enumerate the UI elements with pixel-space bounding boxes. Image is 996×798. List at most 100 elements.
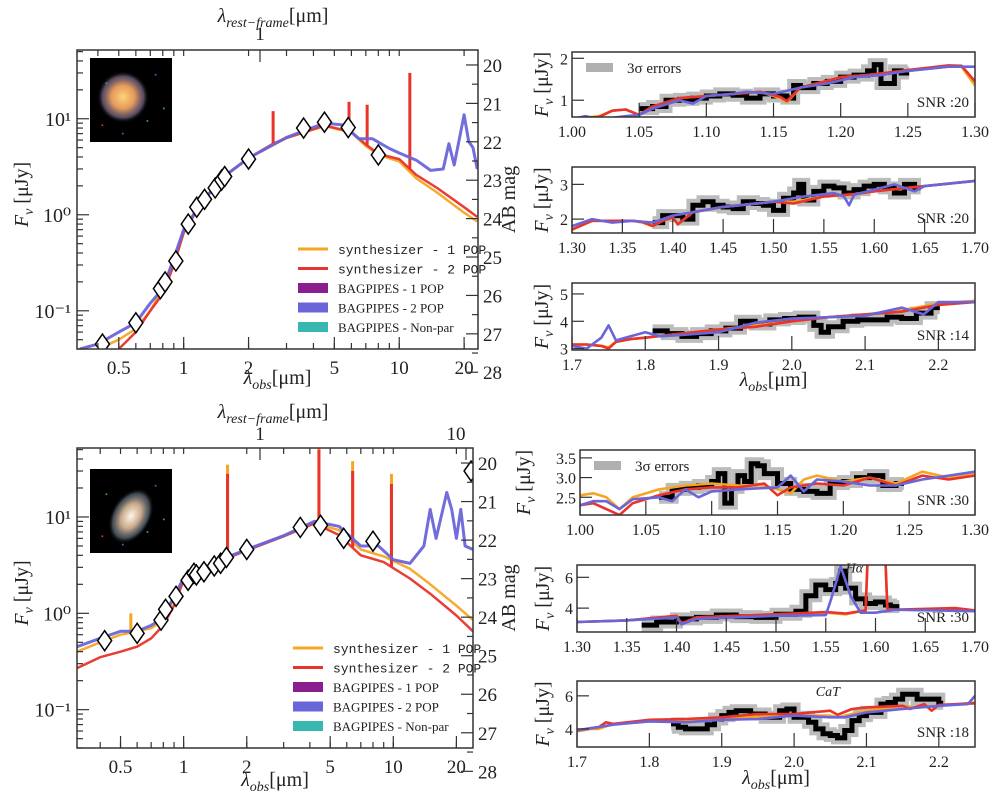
legend-label: 3σ errors <box>635 459 689 475</box>
y-tick-label: 3 <box>560 342 568 359</box>
y-tick-label: 10⁰ <box>43 603 71 625</box>
legend-label: BAGPIPES - 1 POP <box>333 680 439 695</box>
photometry-point <box>370 143 387 167</box>
photometry-point <box>218 546 235 569</box>
noise-pixel <box>154 484 157 487</box>
y-tick-label: 5 <box>560 287 568 304</box>
legend-swatch-patch <box>293 682 323 692</box>
y-tick-label: 3.0 <box>556 471 576 488</box>
noise-pixel <box>101 535 104 538</box>
series-bag2 <box>572 300 975 350</box>
right-y-tick-label: 20 <box>478 454 497 475</box>
x-tick-label: 1.7 <box>567 754 587 771</box>
snr-annotation: SNR :20 <box>917 95 969 111</box>
snr-annotation: SNR :18 <box>917 725 969 741</box>
right-y-axis-label: AB mag <box>498 564 520 631</box>
y-tick-label: 1 <box>560 93 568 110</box>
sed-panel-top: 0.5 1 2 5 10 20110⁻¹10⁰10¹202122232425262728λ… <box>11 5 520 393</box>
y-axis-label: Fν [μJy] <box>531 284 557 350</box>
x-tick-label: 20 <box>447 757 466 778</box>
legend-label: BAGPIPES - 1 POP <box>338 281 444 296</box>
plot-area <box>580 457 975 515</box>
right-y-tick-label: 25 <box>483 248 502 269</box>
photometry-point <box>216 165 233 188</box>
plot-area <box>77 448 473 670</box>
noise-pixel <box>146 531 149 533</box>
x-tick-label: 0.5 <box>107 358 131 379</box>
legend: 3σ errors <box>586 61 681 77</box>
x-tick-label: 1.05 <box>632 522 660 539</box>
y-tick-label: 10¹ <box>45 109 71 131</box>
x-tick-label: 1.25 <box>895 522 923 539</box>
photometry-point <box>157 270 174 294</box>
y-axis-label: Fν [μJy] <box>532 681 558 747</box>
right-y-tick-label: 23 <box>483 171 502 192</box>
x-tick-label: 1.05 <box>625 124 653 141</box>
noise-pixel <box>162 518 165 521</box>
top-x-axis-label: λrest−frame[μm] <box>217 401 329 427</box>
noise-pixel <box>121 132 124 135</box>
x-tick-label: 20 <box>455 358 474 379</box>
top-x-axis-label: λrest−frame[μm] <box>217 5 329 31</box>
legend-swatch-patch <box>594 461 621 470</box>
x-tick-label: 2.1 <box>855 357 875 374</box>
legend-swatch-patch <box>298 283 328 293</box>
snr-annotation: SNR :14 <box>917 328 970 344</box>
right-y-tick-label: 24 <box>478 608 498 629</box>
y-tick-label: 4 <box>565 722 573 739</box>
right-y-tick-label: 26 <box>483 286 502 307</box>
sed-panel-bottom: 0.5 1 2 5 10 201 1010⁻¹10⁰10¹20212223242526272… <box>11 401 520 795</box>
x-tick-label: 1.60 <box>860 240 888 257</box>
plot-frame <box>576 680 976 748</box>
x-axis-label: λobs[μm] <box>741 767 810 793</box>
x-tick-label: 1.15 <box>764 522 792 539</box>
x-tick-label: 2.0 <box>784 754 804 771</box>
right-y-tick-label: 27 <box>478 724 497 745</box>
legend-label: BAGPIPES - Non-par <box>333 719 449 734</box>
noise-pixel <box>146 120 149 122</box>
x-tick-label: 1.7 <box>562 357 582 374</box>
x-tick-label: 2 <box>242 757 252 778</box>
legend-label: 3σ errors <box>627 61 681 77</box>
plot-area <box>577 687 975 745</box>
x-tick-label: 10 <box>384 757 403 778</box>
x-tick-label: 1.00 <box>566 522 594 539</box>
y-axis-label: Fν [μJy] <box>531 167 557 233</box>
y-tick-label: 4 <box>560 314 568 331</box>
top-x-tick-label: 10 <box>447 424 466 445</box>
y-tick-label: 3.5 <box>556 451 576 468</box>
photometry-point <box>295 116 312 140</box>
x-tick-label: 1.45 <box>712 639 740 656</box>
photometry-point <box>129 622 146 645</box>
x-tick-label: 1.10 <box>698 522 726 539</box>
series-bag2 <box>577 565 975 626</box>
x-tick-label: 1.65 <box>911 240 939 257</box>
photometry-point <box>312 513 329 537</box>
observed-spectrum <box>652 181 921 226</box>
legend-swatch-patch <box>586 63 613 72</box>
legend-label: BAGPIPES - 2 POP <box>338 301 444 316</box>
x-tick-label: 1.70 <box>961 240 989 257</box>
x-tick-label: 1 <box>179 757 189 778</box>
x-tick-label: 1.25 <box>894 124 922 141</box>
x-tick-label: 1.00 <box>558 124 586 141</box>
photometry-point <box>94 332 111 349</box>
spectrum-panel-2: 1.30 1.35 1.40 1.45 1.50 1.55 1.60 1.65 1.70 2 3Fν… <box>531 166 989 257</box>
x-tick-label: 1.30 <box>961 522 989 539</box>
x-axis-label: λobs[μm] <box>739 369 808 395</box>
x-tick-label: 1.9 <box>712 754 732 771</box>
spectrum-panel-3: 1.7 1.8 1.9 2.0 2.1 2.2 3 4 5Fν [μJy] SNR :14 λobs… <box>531 282 976 395</box>
legend-label: synthesizer - 2 POP <box>333 662 481 677</box>
photometry-point <box>365 529 381 553</box>
photometry-point <box>316 110 333 134</box>
noise-pixel <box>105 82 108 85</box>
plot-area <box>575 58 975 117</box>
plot-area <box>577 565 975 632</box>
x-tick-label: 2.2 <box>928 357 948 374</box>
right-y-tick-label: 23 <box>478 570 497 591</box>
x-tick-label: 1.65 <box>911 639 939 656</box>
x-tick-label: 1.40 <box>659 240 687 257</box>
spectral-line-label: CaT <box>816 685 841 700</box>
spectrum-panel-1: 1.00 1.05 1.10 1.15 1.20 1.25 1.30 1 2Fν [μJy] SN… <box>531 51 989 141</box>
